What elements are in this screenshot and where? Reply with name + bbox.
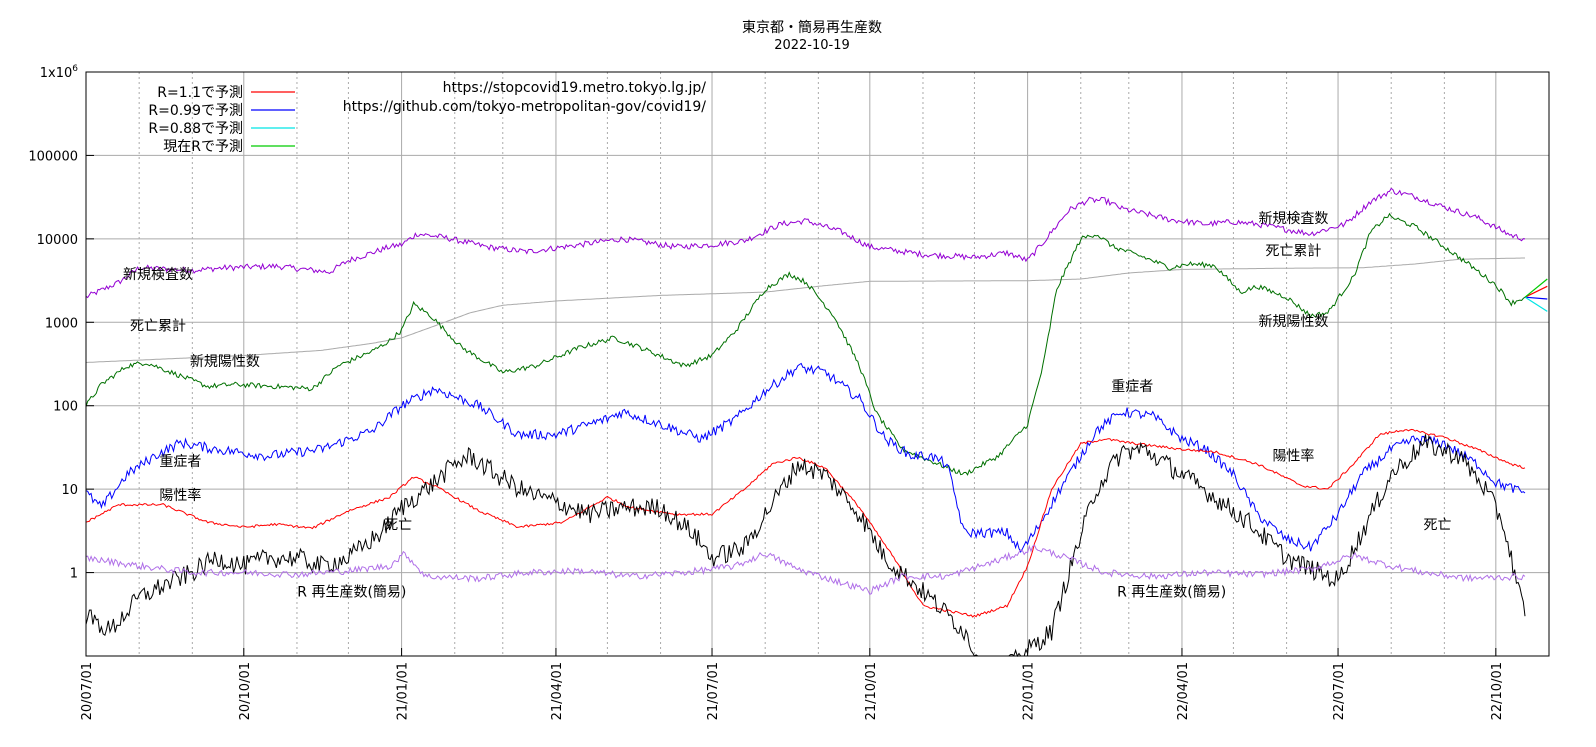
- x-tick-label: 22/04/01: [1176, 662, 1191, 720]
- series-line-deaths_cum: [85, 257, 1525, 363]
- series-annotations: 新規検査数新規検査数死亡累計死亡累計新規陽性数新規陽性数重症者重症者陽性率陽性率…: [123, 211, 1451, 600]
- series-annotation: 新規検査数: [1258, 211, 1328, 227]
- x-tick-label: 21/01/01: [396, 662, 411, 720]
- series-line-positivity: [85, 428, 1526, 618]
- legend-label: 現在Rで予測: [163, 139, 243, 155]
- series-annotation: R 再生産数(簡易): [297, 584, 406, 600]
- x-tick-label: 21/10/01: [864, 662, 879, 720]
- y-tick-label: 100000: [28, 149, 78, 164]
- legend-label: R=0.88で予測: [148, 121, 243, 137]
- forecast-line: [1524, 285, 1548, 298]
- series-annotation: R 再生産数(簡易): [1117, 584, 1226, 600]
- y-tick-label: 1x106: [40, 64, 79, 81]
- chart-subtitle: 2022-10-19: [774, 38, 850, 53]
- series-lines: [85, 187, 1526, 658]
- y-tick-label-exponent: 6: [72, 64, 78, 74]
- series-annotation: 新規検査数: [123, 267, 193, 283]
- x-tick-label: 22/07/01: [1332, 662, 1347, 720]
- series-line-positives: [85, 212, 1526, 476]
- series-annotation: 陽性率: [159, 487, 201, 504]
- series-annotation: 死亡累計: [1265, 244, 1321, 260]
- y-tick-label: 100: [53, 400, 78, 415]
- series-line-tests: [85, 187, 1526, 299]
- series-annotation: 死亡: [384, 517, 412, 533]
- legend-label: R=0.99で予測: [148, 103, 243, 119]
- series-line-r_value: [85, 544, 1526, 595]
- forecast-line: [1524, 278, 1548, 298]
- series-line-deaths: [85, 434, 1526, 658]
- forecast-line: [1524, 296, 1548, 300]
- series-line-severe: [85, 362, 1526, 553]
- x-tick-label: 21/04/01: [550, 662, 565, 720]
- forecast-line: [1524, 296, 1548, 312]
- y-axis-ticks: 1 10 100 1000 10000 100000 1x106: [28, 64, 94, 582]
- x-tick-label: 22/10/01: [1490, 662, 1505, 720]
- x-tick-label: 21/07/01: [706, 662, 721, 720]
- y-tick-label: 10000: [37, 233, 78, 248]
- y-tick-label: 1: [70, 567, 78, 582]
- series-annotation: 重症者: [1111, 379, 1153, 395]
- y-tick-label: 10: [61, 483, 78, 498]
- series-annotation: 新規陽性数: [1258, 314, 1328, 330]
- series-annotation: 重症者: [159, 454, 201, 470]
- x-axis-ticks: 20/07/01 20/10/01 21/01/01 21/04/01 21/07/01…: [80, 648, 1505, 720]
- source-url: https://stopcovid19.metro.tokyo.lg.jp/: [443, 80, 707, 96]
- y-tick-label: 1000: [45, 316, 78, 331]
- x-tick-label: 22/01/01: [1022, 662, 1037, 720]
- x-tick-label: 20/10/01: [238, 662, 253, 720]
- legend-label: R=1.1で予測: [157, 85, 243, 101]
- source-urls: https://stopcovid19.metro.tokyo.lg.jp/ht…: [343, 80, 707, 115]
- source-url: https://github.com/tokyo-metropolitan-go…: [343, 99, 707, 115]
- series-annotation: 死亡累計: [130, 318, 186, 334]
- plot-frame: [85, 71, 1550, 657]
- series-annotation: 陽性率: [1272, 448, 1314, 465]
- series-annotation: 新規陽性数: [190, 354, 260, 370]
- forecast-lines: [1524, 278, 1548, 312]
- chart-title: 東京都・簡易再生産数: [742, 20, 882, 36]
- series-annotation: 死亡: [1424, 517, 1452, 533]
- x-tick-label: 20/07/01: [80, 662, 95, 720]
